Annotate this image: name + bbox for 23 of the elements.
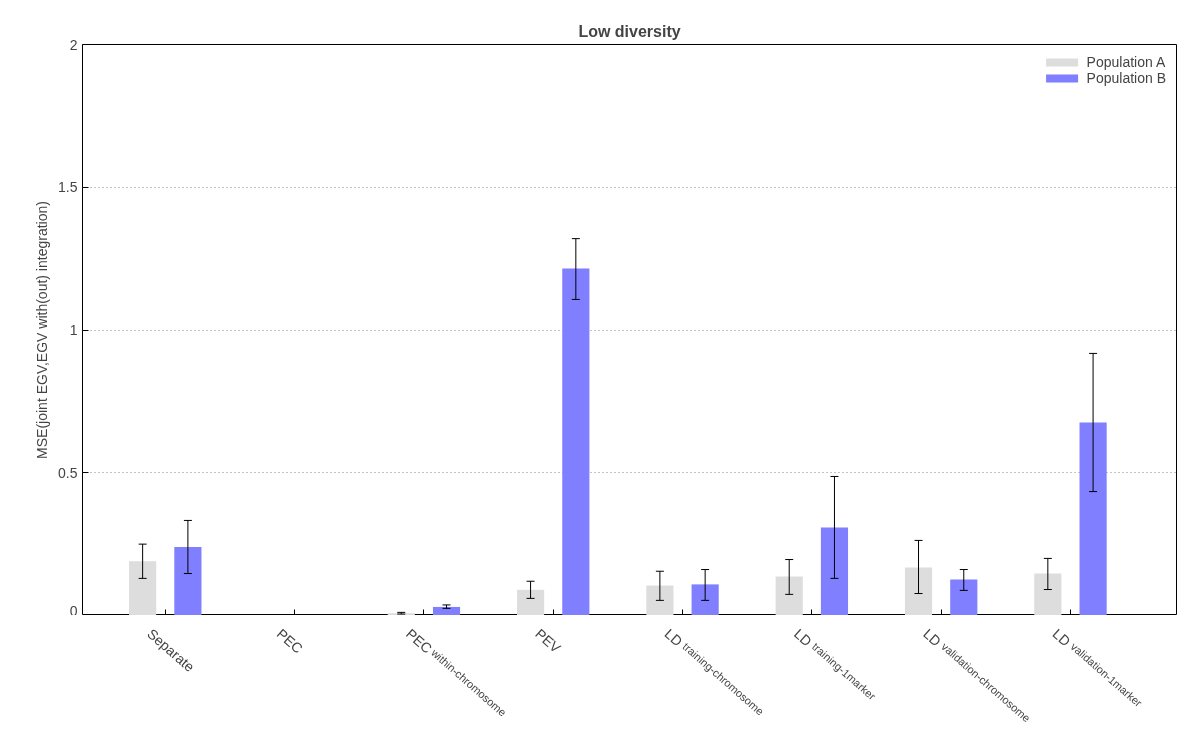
bar: [775, 576, 803, 615]
bar: [904, 567, 933, 615]
legend-label: Population A: [1086, 54, 1166, 70]
bar: [691, 584, 719, 615]
y-axis-title: MSE(joint EGV,EGV with(out) integration): [34, 201, 51, 459]
bar: [646, 585, 674, 615]
y-tick-label: 1.5: [58, 179, 78, 196]
bar: [950, 579, 978, 615]
bar: [1079, 422, 1107, 615]
chart-title: Low diversity: [578, 22, 681, 40]
bar: [129, 561, 157, 615]
bar: [432, 606, 461, 615]
y-tick-label: 0.5: [58, 464, 78, 481]
legend-label: Population B: [1086, 70, 1166, 86]
bar: [174, 546, 202, 615]
bar: [1034, 573, 1062, 615]
y-tick-label: 2: [69, 36, 78, 53]
y-tick-label: 1: [69, 322, 78, 338]
bar: [562, 268, 590, 615]
y-tick-label: 0: [69, 602, 78, 619]
bar: [820, 527, 849, 615]
bar: [517, 589, 545, 615]
x-tick-label: PEV: [532, 625, 565, 657]
